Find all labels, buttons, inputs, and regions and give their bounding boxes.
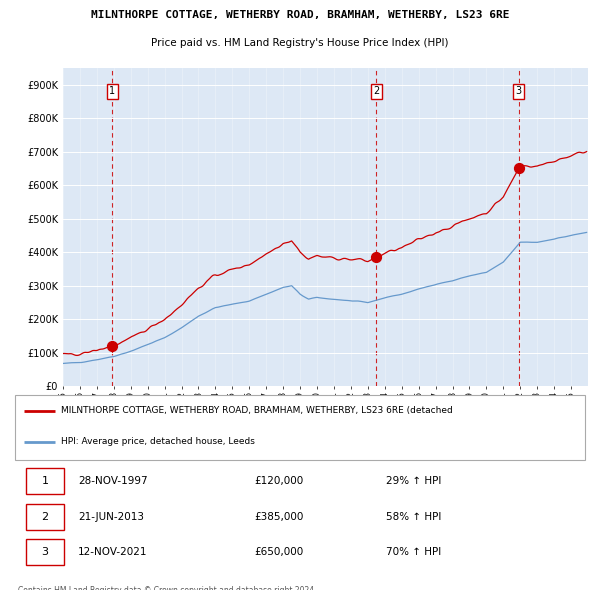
FancyBboxPatch shape	[26, 504, 64, 530]
Text: 70% ↑ HPI: 70% ↑ HPI	[386, 548, 442, 557]
Text: 3: 3	[516, 86, 522, 96]
Text: 1: 1	[41, 477, 49, 486]
Point	[514, 164, 524, 173]
Text: HPI: Average price, detached house, Leeds: HPI: Average price, detached house, Leed…	[61, 437, 255, 447]
Text: 3: 3	[41, 548, 49, 557]
Text: MILNTHORPE COTTAGE, WETHERBY ROAD, BRAMHAM, WETHERBY, LS23 6RE: MILNTHORPE COTTAGE, WETHERBY ROAD, BRAMH…	[91, 10, 509, 20]
Text: £385,000: £385,000	[254, 512, 303, 522]
Text: 28-NOV-1997: 28-NOV-1997	[78, 477, 148, 486]
FancyBboxPatch shape	[15, 395, 585, 460]
Point	[107, 342, 117, 351]
Text: 1: 1	[109, 86, 115, 96]
Text: 12-NOV-2021: 12-NOV-2021	[78, 548, 148, 557]
Text: 58% ↑ HPI: 58% ↑ HPI	[386, 512, 442, 522]
Text: MILNTHORPE COTTAGE, WETHERBY ROAD, BRAMHAM, WETHERBY, LS23 6RE (detached: MILNTHORPE COTTAGE, WETHERBY ROAD, BRAMH…	[61, 407, 453, 415]
Text: £650,000: £650,000	[254, 548, 303, 557]
Text: 2: 2	[373, 86, 379, 96]
Text: Contains HM Land Registry data © Crown copyright and database right 2024.: Contains HM Land Registry data © Crown c…	[18, 586, 316, 590]
Text: 29% ↑ HPI: 29% ↑ HPI	[386, 477, 442, 486]
FancyBboxPatch shape	[26, 468, 64, 494]
Text: 2: 2	[41, 512, 49, 522]
Text: £120,000: £120,000	[254, 477, 303, 486]
Text: 21-JUN-2013: 21-JUN-2013	[78, 512, 144, 522]
Point	[371, 253, 381, 262]
FancyBboxPatch shape	[26, 539, 64, 565]
Text: Price paid vs. HM Land Registry's House Price Index (HPI): Price paid vs. HM Land Registry's House …	[151, 38, 449, 48]
